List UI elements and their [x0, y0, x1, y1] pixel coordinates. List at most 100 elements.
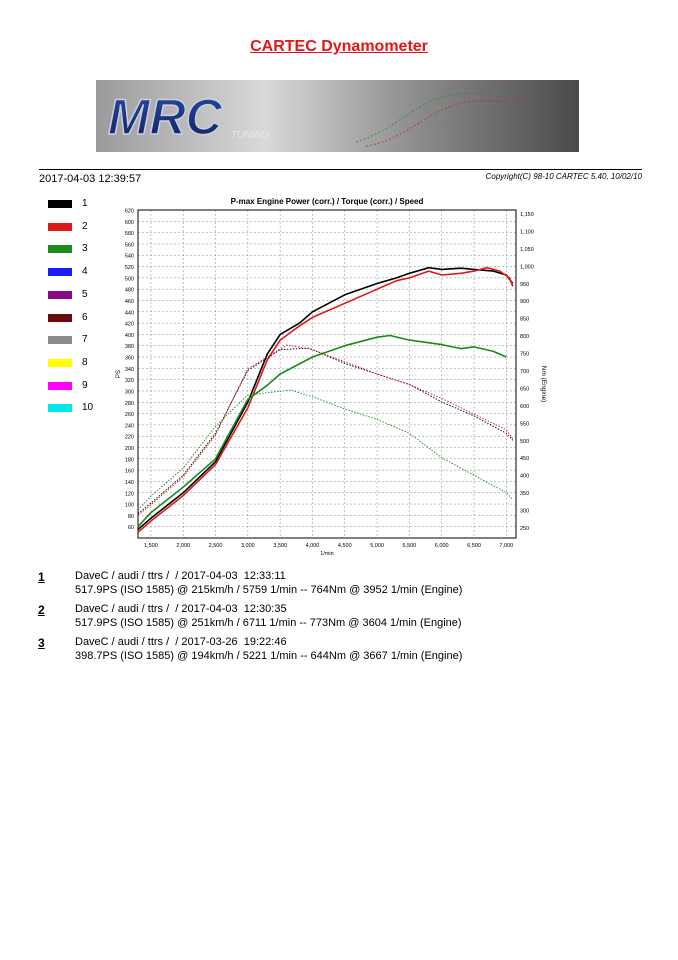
logo-subtext: TUNING [231, 130, 270, 141]
run-entry-number: 3 [38, 636, 45, 650]
legend-label: 2 [82, 220, 88, 232]
legend-item: 4 [48, 266, 108, 278]
legend-label: 7 [82, 334, 88, 346]
y-right-tick-label: 850 [520, 317, 529, 323]
x-tick-label: 7,000 [499, 543, 513, 549]
run-entry: 1 DaveC / audi / ttrs / / 2017-04-03 12:3… [38, 570, 638, 606]
y-left-tick-label: 340 [125, 367, 134, 373]
x-tick-label: 3,000 [241, 543, 255, 549]
y-right-tick-label: 1,150 [520, 212, 534, 218]
run-entry-info: DaveC / audi / ttrs / / 2017-03-26 19:22… [75, 636, 287, 648]
series-power-line-2 [137, 266, 514, 533]
legend-swatch [48, 290, 72, 299]
report-datetime: 2017-04-03 12:39:57 [39, 173, 142, 185]
legend-item: 3 [48, 243, 108, 255]
y-right-tick-label: 1,050 [520, 247, 534, 253]
y-left-tick-label: 80 [128, 514, 134, 520]
y-left-tick-label: 460 [125, 299, 134, 305]
x-tick-label: 2,500 [209, 543, 223, 549]
y-right-tick-label: 950 [520, 282, 529, 288]
y-left-tick-label: 500 [125, 276, 134, 282]
y-left-tick-label: 300 [125, 389, 134, 395]
legend-item: 5 [48, 289, 108, 301]
y-right-tick-label: 450 [520, 456, 529, 462]
y-left-tick-label: 440 [125, 310, 134, 316]
y-right-tick-label: 400 [520, 474, 529, 480]
legend-item: 2 [48, 221, 108, 233]
series-power-line-1 [137, 266, 514, 531]
y-left-tick-label: 620 [125, 209, 134, 215]
y-right-tick-label: 600 [520, 404, 529, 410]
y-right-axis-label: Nm (Engine) [540, 366, 547, 402]
y-left-tick-label: 560 [125, 242, 134, 248]
y-left-tick-label: 380 [125, 344, 134, 350]
legend-item: 8 [48, 357, 108, 369]
series-torque-line-2 [137, 344, 514, 516]
x-tick-label: 3,500 [273, 543, 287, 549]
banner-decor-curves [355, 91, 527, 147]
y-right-tick-label: 1,000 [520, 264, 534, 270]
run-entry: 3 DaveC / audi / ttrs / / 2017-03-26 19:2… [38, 636, 638, 672]
y-right-tick-label: 550 [520, 421, 529, 427]
y-left-tick-label: 60 [128, 525, 134, 531]
x-tick-label: 2,000 [176, 543, 190, 549]
y-right-tick-label: 500 [520, 439, 529, 445]
legend-swatch [48, 381, 72, 390]
copyright-text: Copyright(C) 98-10 CARTEC 5.40, 10/02/10 [485, 172, 642, 181]
y-right-tick-label: 750 [520, 352, 529, 358]
legend-item: 10 [48, 402, 108, 414]
x-tick-label: 4,000 [306, 543, 320, 549]
y-right-tick-label: 900 [520, 299, 529, 305]
y-left-tick-label: 240 [125, 423, 134, 429]
y-left-tick-label: 600 [125, 220, 134, 226]
y-left-tick-label: 540 [125, 254, 134, 260]
mrc-logo: MRC TUNING [107, 88, 527, 147]
header-rule [39, 169, 642, 170]
x-tick-label: 1,500 [144, 543, 158, 549]
legend-label: 1 [82, 198, 88, 209]
y-left-tick-label: 520 [125, 265, 134, 271]
legend-swatch [48, 245, 72, 254]
y-left-tick-label: 140 [125, 480, 134, 486]
y-left-tick-label: 260 [125, 412, 134, 418]
y-left-tick-label: 320 [125, 378, 134, 384]
legend-label: 9 [82, 379, 88, 391]
y-left-tick-label: 580 [125, 231, 134, 237]
run-entry-number: 1 [38, 570, 45, 584]
x-tick-label: 6,000 [435, 543, 449, 549]
x-tick-label: 6,500 [467, 543, 481, 549]
legend-item: 6 [48, 312, 108, 324]
legend-label: 10 [82, 402, 94, 414]
run-entry-result: 517.9PS (ISO 1585) @ 251km/h / 6711 1/mi… [75, 617, 462, 629]
x-axis-label: 1/min [320, 551, 333, 557]
y-right-tick-label: 250 [520, 526, 529, 532]
legend-item: 7 [48, 334, 108, 346]
y-right-tick-label: 350 [520, 491, 529, 497]
dyno-chart: P-max Engine Power (corr.) / Torque (cor… [116, 197, 547, 557]
y-left-tick-label: 420 [125, 322, 134, 328]
y-left-tick-label: 400 [125, 333, 134, 339]
legend-item: 9 [48, 380, 108, 392]
y-left-tick-label: 220 [125, 435, 134, 441]
mrc-tuning-banner: MRC TUNING [96, 80, 579, 152]
run-entry-result: 517.9PS (ISO 1585) @ 215km/h / 5759 1/mi… [75, 584, 463, 596]
y-left-tick-label: 180 [125, 457, 134, 463]
run-entry-number: 2 [38, 603, 45, 617]
y-left-tick-label: 160 [125, 469, 134, 475]
y-right-tick-label: 700 [520, 369, 529, 375]
legend-swatch [48, 404, 72, 413]
legend-swatch [48, 200, 72, 208]
chart-title: P-max Engine Power (corr.) / Torque (cor… [231, 197, 424, 206]
legend-swatch [48, 313, 72, 322]
y-right-tick-label: 1,100 [520, 229, 534, 235]
y-right-tick-label: 650 [520, 386, 529, 392]
legend-label: 4 [82, 266, 88, 278]
legend-label: 6 [82, 311, 88, 323]
legend-label: 8 [82, 356, 88, 368]
y-left-tick-label: 280 [125, 401, 134, 407]
run-entry: 2 DaveC / audi / ttrs / / 2017-04-03 12:3… [38, 603, 638, 639]
y-left-tick-label: 200 [125, 446, 134, 452]
y-left-tick-label: 360 [125, 356, 134, 362]
legend-label: 5 [82, 288, 88, 300]
x-tick-label: 5,000 [370, 543, 384, 549]
